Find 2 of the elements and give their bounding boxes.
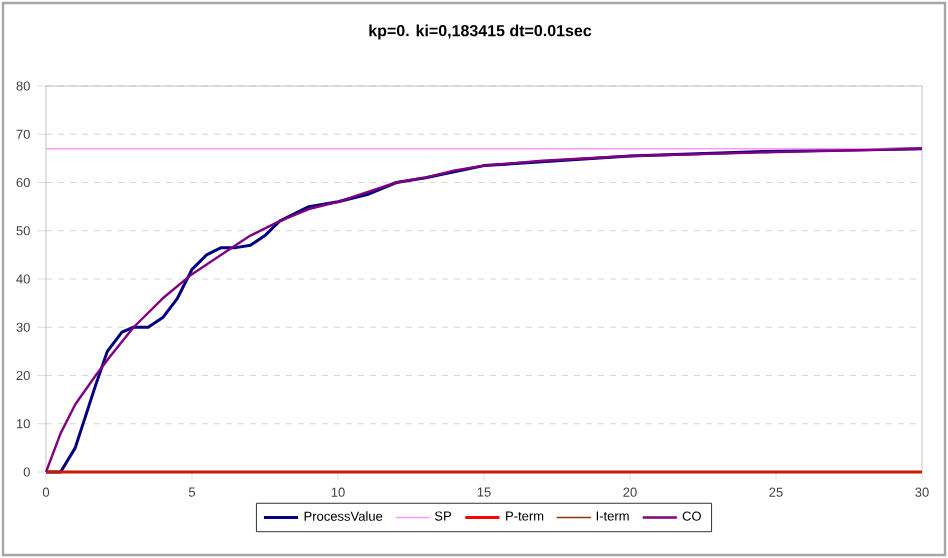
line-series	[44, 147, 924, 474]
chart-title: kp=0. ki=0,183415 dt=0.01sec	[369, 24, 592, 40]
